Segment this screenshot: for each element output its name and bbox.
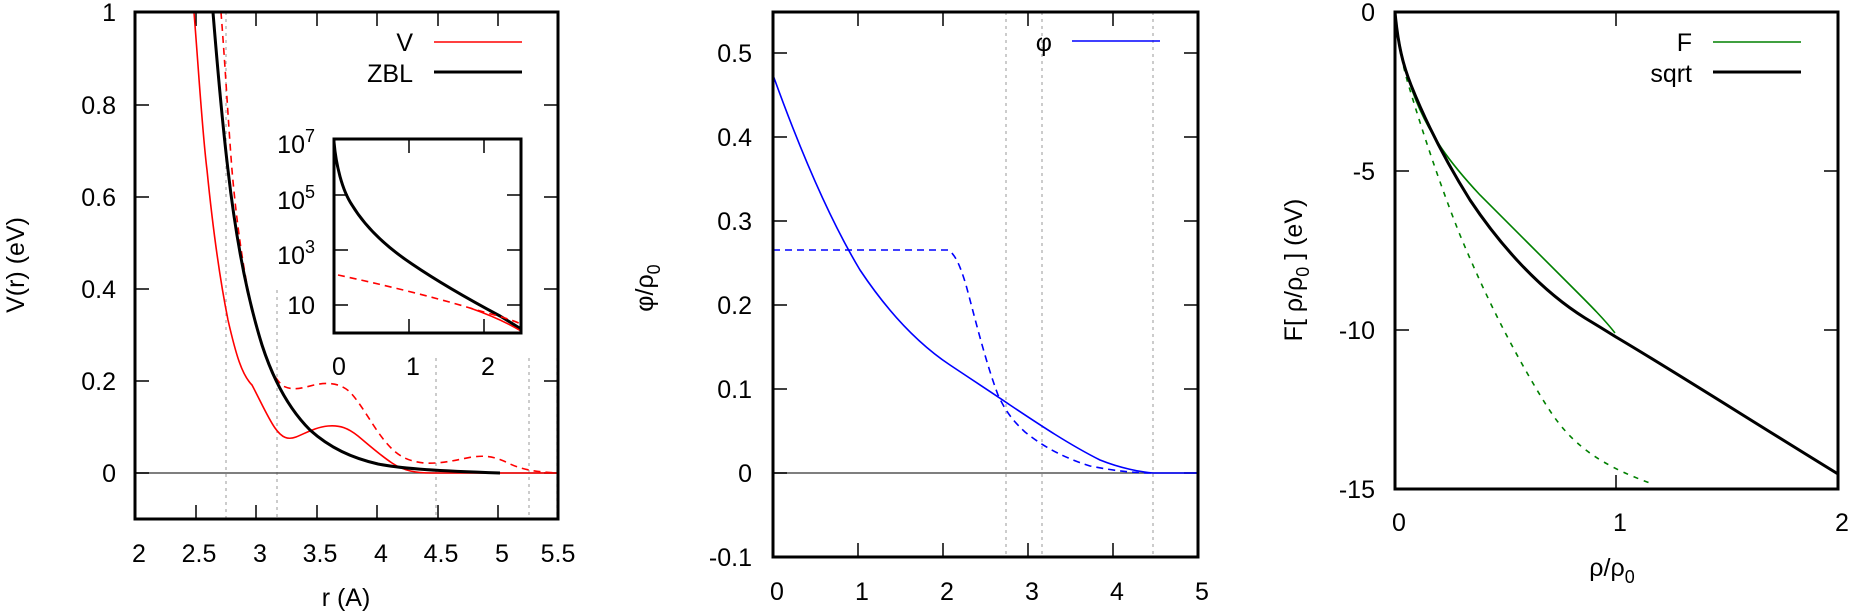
svg-text:5.5: 5.5: [541, 540, 576, 568]
svg-text:2.5: 2.5: [182, 540, 217, 568]
svg-text:5: 5: [1195, 578, 1209, 606]
x-axis-label: ρ/ρ0: [1589, 554, 1634, 587]
svg-text:2: 2: [481, 353, 495, 381]
svg-text:-10: -10: [1339, 317, 1375, 345]
svg-text:2: 2: [132, 540, 146, 568]
plot-frame: [133, 10, 560, 521]
legend-label-F: F: [1677, 29, 1692, 57]
svg-text:1: 1: [855, 578, 869, 606]
svg-text:0.8: 0.8: [81, 92, 116, 120]
svg-text:105: 105: [277, 182, 315, 215]
plot-frame: [1393, 10, 1840, 491]
svg-text:3: 3: [1025, 578, 1039, 606]
legend-label-V: V: [396, 29, 413, 57]
legend-label-phi: φ: [1036, 29, 1052, 57]
inset-curve-ZBL: [334, 141, 521, 331]
svg-text:0: 0: [332, 353, 346, 381]
panel-density-function: 0.5 0.4 0.3 0.2 0.1 0 -0.1 0 1 2 3 4 5 φ…: [631, 10, 1209, 606]
panel-embedding-function: 0 -5 -10 -15 0 1 2 ρ/ρ0 F[ ρ/ρ0 ] (eV) F…: [1280, 0, 1849, 587]
curve-F: [1395, 12, 1616, 334]
curve-sqrt: [1395, 12, 1838, 476]
svg-text:0: 0: [1392, 509, 1406, 537]
legend: V ZBL: [367, 29, 522, 88]
x-tick-labels: 0 1 2: [1392, 509, 1849, 537]
curve-V: [193, 12, 558, 474]
svg-text:-15: -15: [1339, 476, 1375, 504]
y-axis-label: V(r) (eV): [2, 217, 30, 313]
y-tick-labels: 1 0.8 0.6 0.4 0.2 0: [81, 0, 116, 488]
inset-curve-V-dashed: [337, 274, 521, 325]
svg-text:0.4: 0.4: [81, 276, 116, 304]
y-ticks: [1395, 170, 1838, 331]
svg-text:2: 2: [940, 578, 954, 606]
svg-text:-0.1: -0.1: [709, 544, 752, 572]
svg-text:0: 0: [102, 460, 116, 488]
svg-text:10: 10: [287, 292, 315, 320]
svg-text:0.3: 0.3: [717, 208, 752, 236]
svg-text:5: 5: [495, 540, 509, 568]
x-tick-labels: 0 1 2 3 4 5: [770, 578, 1209, 606]
curve-phi-dashed: [773, 249, 1154, 474]
svg-text:3: 3: [253, 540, 267, 568]
legend: F sqrt: [1650, 29, 1801, 88]
y-axis-label: φ/ρ0: [631, 264, 664, 311]
svg-text:2: 2: [1835, 509, 1849, 537]
svg-text:4: 4: [374, 540, 388, 568]
inset-y-tick-labels: 107 105 103 10: [277, 126, 315, 320]
y-tick-labels: 0.5 0.4 0.3 0.2 0.1 0 -0.1: [709, 40, 752, 572]
panel-pair-potential: 1 0.8 0.6 0.4 0.2 0 2 2.5 3 3.5 4 4.5 5 …: [2, 0, 575, 612]
x-ticks: [857, 12, 1114, 557]
reference-lines: [1005, 12, 1154, 557]
svg-text:0.4: 0.4: [717, 124, 752, 152]
legend-label-ZBL: ZBL: [367, 60, 413, 88]
svg-text:1: 1: [102, 0, 116, 27]
svg-text:1: 1: [1613, 509, 1627, 537]
curve-V-dashed: [220, 12, 558, 474]
svg-text:4.5: 4.5: [424, 540, 459, 568]
inset-curve-V: [469, 307, 521, 332]
legend: φ: [1036, 29, 1160, 57]
svg-text:0: 0: [770, 578, 784, 606]
svg-text:0.2: 0.2: [81, 368, 116, 396]
y-tick-labels: 0 -5 -10 -15: [1339, 0, 1375, 504]
curve-ZBL: [211, 12, 501, 475]
y-ticks: [773, 52, 1198, 474]
inset-plot: 107 105 103 10 0 1 2: [277, 126, 523, 381]
svg-text:107: 107: [277, 126, 315, 159]
y-axis-label: F[ ρ/ρ0 ] (eV): [1280, 199, 1313, 342]
legend-label-sqrt: sqrt: [1650, 60, 1692, 88]
svg-text:0.1: 0.1: [717, 376, 752, 404]
plot-frame: [771, 10, 1200, 559]
svg-text:0.6: 0.6: [81, 184, 116, 212]
curve-phi: [773, 74, 1198, 474]
svg-text:4: 4: [1110, 578, 1124, 606]
svg-text:-5: -5: [1353, 158, 1375, 186]
x-tick-labels: 2 2.5 3 3.5 4 4.5 5 5.5: [132, 540, 575, 568]
svg-text:103: 103: [277, 237, 315, 270]
x-ticks: [195, 12, 499, 519]
svg-text:0: 0: [738, 460, 752, 488]
svg-text:0.2: 0.2: [717, 292, 752, 320]
svg-text:3.5: 3.5: [303, 540, 338, 568]
svg-text:0.5: 0.5: [717, 40, 752, 68]
inset-x-tick-labels: 0 1 2: [332, 353, 495, 381]
curve-F-dashed: [1395, 12, 1651, 484]
svg-text:0: 0: [1361, 0, 1375, 27]
x-axis-label: r (A): [322, 584, 371, 612]
svg-text:1: 1: [406, 353, 420, 381]
